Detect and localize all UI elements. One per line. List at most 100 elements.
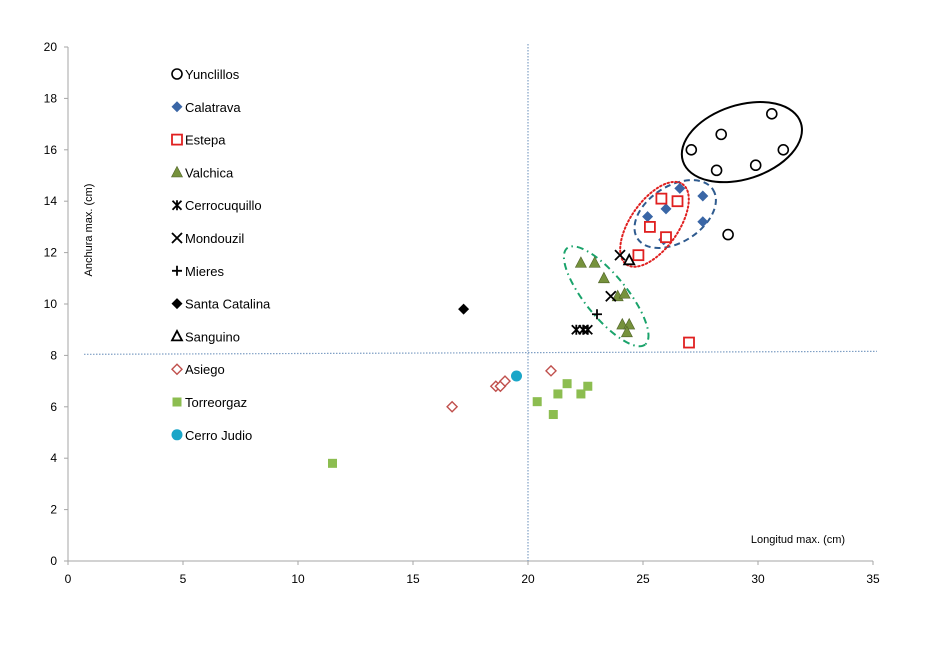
point-mondouzil [605,290,617,302]
legend-item-sanguino: Sanguino [170,328,240,344]
point-estepa [632,249,645,262]
x-tick-label: 5 [180,572,187,586]
point-calatrava [697,190,709,202]
legend-item-cerro-judio: Cerro Judio [171,428,252,443]
x-tick-label: 10 [291,572,305,586]
point-torreorgaz [576,389,586,399]
legend-marker-square-open-icon [171,133,183,146]
legend-marker-cerrocuquillo [171,200,183,211]
legend-marker-asterisk-icon [171,200,183,211]
legend: Yunclillos Calatrava Estepa Valchica Cerrocu… [170,67,271,443]
x-ticks: 0 5 10 15 20 25 30 35 [65,561,880,586]
legend-marker-plus-icon [172,265,182,276]
legend-label: Cerrocuquillo [185,198,262,213]
legend-marker-square-filled-icon [172,397,182,407]
y-tick-label: 6 [50,400,57,414]
series-yunclillos [685,108,790,241]
legend-item-mondouzil: Mondouzil [171,231,244,246]
legend-label: Cerro Judio [185,428,252,443]
legend-item-asiego: Asiego [171,362,225,377]
legend-marker-valchica [171,165,183,178]
y-tick-label: 14 [44,194,58,208]
legend-marker-cerro-judio [171,429,183,441]
legend-marker-sanguino [170,328,184,342]
series-cerrocuquillo [571,324,593,335]
legend-item-valchica: Valchica [171,165,234,180]
point-estepa [644,220,656,233]
point-sanguino [622,252,636,266]
legend-label: Estepa [185,133,226,148]
legend-marker-x-icon [171,232,183,244]
y-tick-label: 8 [50,348,57,362]
point-yunclillos [685,144,698,156]
ellipse-valchica [562,245,650,348]
point-valchica [618,287,631,299]
series-valchica [574,256,636,338]
point-yunclillos [715,128,728,141]
legend-item-mieres: Mieres [172,264,225,279]
x-axis-title: Longitud max. (cm) [751,534,845,546]
point-calatrava [697,216,709,228]
y-tick-label: 16 [44,143,58,157]
series-torreorgaz [328,379,593,468]
point-yunclillos [749,159,762,172]
point-torreorgaz [548,410,558,420]
legend-marker-diamond-open-icon [171,363,183,376]
y-tick-label: 0 [50,554,57,568]
legend-marker-mondouzil [171,232,183,244]
point-asiego [545,364,557,377]
point-valchica [620,325,633,338]
x-tick-label: 15 [406,572,420,586]
y-tick-label: 4 [50,451,57,465]
legend-marker-circle-open-icon [171,68,183,80]
series-mondouzil [605,249,626,302]
legend-marker-calatrava [171,101,183,113]
x-tick-label: 0 [65,572,72,586]
group-ellipses [562,101,803,348]
x-tick-label: 30 [751,572,765,586]
legend-label: Yunclillos [185,67,240,82]
y-tick-label: 18 [44,91,58,105]
legend-item-torreorgaz: Torreorgaz [172,395,247,410]
legend-marker-estepa [171,133,183,146]
axes: 0 5 10 15 20 25 30 35 0 2 4 6 8 10 12 14 16 18 20 [44,40,880,586]
legend-label: Mieres [185,264,225,279]
point-estepa [655,192,668,205]
legend-marker-torreorgaz [172,397,182,407]
y-tick-label: 2 [50,503,57,517]
legend-item-yunclillos: Yunclillos [171,67,240,82]
point-santa-catalina [458,303,470,315]
legend-label: Mondouzil [185,231,244,246]
x-tick-label: 35 [866,572,880,586]
point-cerro-judio [511,370,522,382]
series-santa-catalina [458,303,470,315]
point-calatrava [642,211,654,223]
point-torreorgaz [328,458,337,468]
legend-marker-diamond-filled-icon [171,298,183,310]
point-yunclillos [722,228,734,241]
point-yunclillos [777,144,790,156]
legend-item-cerrocuquillo: Cerrocuquillo [171,198,262,213]
ellipse-yunclillos [680,101,803,184]
series-sanguino [622,252,636,266]
legend-item-estepa: Estepa [171,133,226,148]
legend-label: Torreorgaz [185,395,247,410]
series-estepa [632,192,695,349]
reference-lines [83,44,878,561]
point-mondouzil [614,249,626,261]
point-torreorgaz [553,389,563,399]
legend-marker-yunclillos [171,68,183,80]
series-mieres [592,309,602,320]
point-yunclillos [710,164,723,177]
point-calatrava [660,203,672,215]
legend-marker-mieres [172,265,182,276]
y-ticks: 0 2 4 6 8 10 12 14 16 18 20 [44,40,68,568]
series-cerro-judio [511,370,522,382]
y-axis-title: Anchura max. (cm) [83,184,95,277]
point-asiego [499,375,511,388]
legend-label: Calatrava [185,100,241,115]
point-torreorgaz [583,381,593,391]
point-cerrocuquillo [582,324,593,335]
point-torreorgaz [532,397,542,407]
point-valchica [588,256,601,268]
